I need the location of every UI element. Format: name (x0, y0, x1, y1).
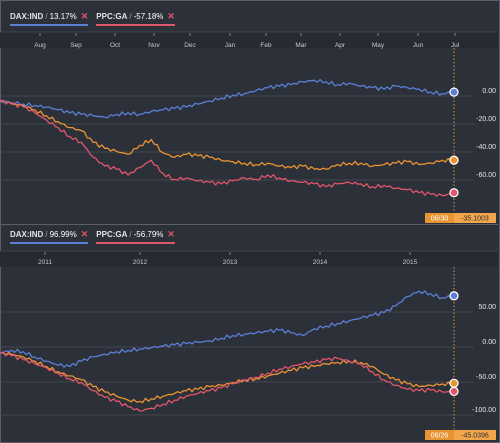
cursor-date-label: 06/30 (431, 216, 449, 223)
legend-symbol: PPC:GA (96, 229, 128, 239)
y-tick-label: 0.00 (482, 339, 496, 346)
legend-item-ppc[interactable]: PPC:GA / -57.18% ✕ (96, 11, 175, 26)
legend-separator: / (45, 229, 48, 239)
y-tick-label: 50.00 (478, 304, 496, 311)
series-line-ppc-ga[interactable] (0, 351, 455, 412)
x-tick-label: Mar (295, 42, 307, 49)
x-tick-label: Apr (335, 42, 346, 49)
x-tick-label: Jun (413, 42, 424, 49)
endpoint-marker[interactable] (449, 291, 459, 301)
endpoint-marker[interactable] (449, 87, 459, 97)
x-tick-label: Aug (34, 42, 46, 49)
cursor-value-badge (454, 430, 496, 440)
x-tick-label: 2014 (313, 259, 328, 266)
legend-bottom: DAX:IND / 96.99% ✕ PPC:GA / -56.79% ✕ (10, 228, 181, 244)
cursor-value-badge (454, 213, 496, 223)
x-tick-label: Oct (110, 42, 120, 49)
cursor-date-badge (425, 430, 454, 440)
legend-symbol: PPC:GA (96, 11, 128, 21)
legend-change: 13.17% (49, 11, 77, 21)
x-tick-label: Jan (225, 42, 236, 49)
legend-item-dax[interactable]: DAX:IND / 13.17% ✕ (10, 10, 89, 26)
x-axis-band (0, 251, 498, 267)
series-line-dax-ind[interactable] (0, 290, 455, 368)
y-tick-label: -20.00 (476, 116, 496, 123)
endpoint-marker[interactable] (449, 386, 459, 396)
y-tick-label: -50.00 (476, 374, 496, 381)
y-tick-label: -40.00 (476, 144, 496, 151)
series-line-orange[interactable] (0, 351, 455, 404)
bottom-chart[interactable]: 2011 2012 2013 2014 2015 50.00 0.00 -50.00 -100.… (0, 225, 500, 443)
remove-icon[interactable]: ✕ (80, 10, 89, 21)
x-tick-label: May (372, 42, 385, 49)
x-tick-label: 2011 (38, 259, 52, 266)
panel-divider (0, 224, 498, 225)
legend-change: -57.18% (133, 11, 164, 21)
remove-icon[interactable]: ✕ (80, 228, 89, 239)
endpoint-marker[interactable] (449, 378, 459, 388)
series-line-ppc-ga[interactable] (0, 99, 455, 197)
endpoint-marker[interactable] (449, 155, 459, 165)
remove-icon[interactable]: ✕ (167, 10, 175, 21)
x-tick-label: 2015 (403, 259, 418, 266)
legend-item-ppc[interactable]: PPC:GA / -56.79% ✕ (96, 229, 175, 244)
legend-item-dax[interactable]: DAX:IND / 96.99% ✕ (10, 228, 89, 244)
legend-separator: / (45, 11, 48, 21)
cursor-date-label: 06/26 (431, 433, 449, 440)
y-tick-label: -100.00 (472, 407, 496, 414)
x-tick-label: 2012 (133, 259, 148, 266)
cursor-date-badge (425, 213, 454, 223)
y-tick-label: 0.00 (482, 88, 496, 95)
x-tick-label: Sep (70, 42, 82, 49)
remove-icon[interactable]: ✕ (167, 228, 175, 239)
endpoint-marker[interactable] (449, 188, 459, 198)
cursor-value-label: -45.0396 (461, 433, 489, 440)
y-tick-label: -60.00 (476, 172, 496, 179)
legend-symbol: DAX:IND (10, 229, 44, 239)
top-chart[interactable]: Aug Sep Oct Nov Dec Jan Feb Mar Apr May Jun Jul 0.00… (0, 0, 500, 224)
legend-top: DAX:IND / 13.17% ✕ PPC:GA / -57.18% ✕ (10, 10, 181, 26)
series-line-orange[interactable] (0, 99, 455, 171)
legend-symbol: DAX:IND (10, 11, 44, 21)
legend-change: -56.79% (133, 229, 164, 239)
legend-separator: / (129, 229, 132, 239)
x-axis-band (0, 32, 498, 48)
x-tick-label: Nov (148, 42, 160, 49)
legend-change: 96.99% (49, 229, 77, 239)
x-tick-label: 2013 (223, 259, 238, 266)
series-line-dax-ind[interactable] (0, 78, 455, 119)
legend-separator: / (129, 11, 132, 21)
x-tick-label: Jul (451, 42, 460, 49)
x-tick-label: Dec (184, 42, 196, 49)
x-tick-label: Feb (260, 42, 272, 49)
cursor-value-label: -35.1003 (461, 216, 489, 223)
